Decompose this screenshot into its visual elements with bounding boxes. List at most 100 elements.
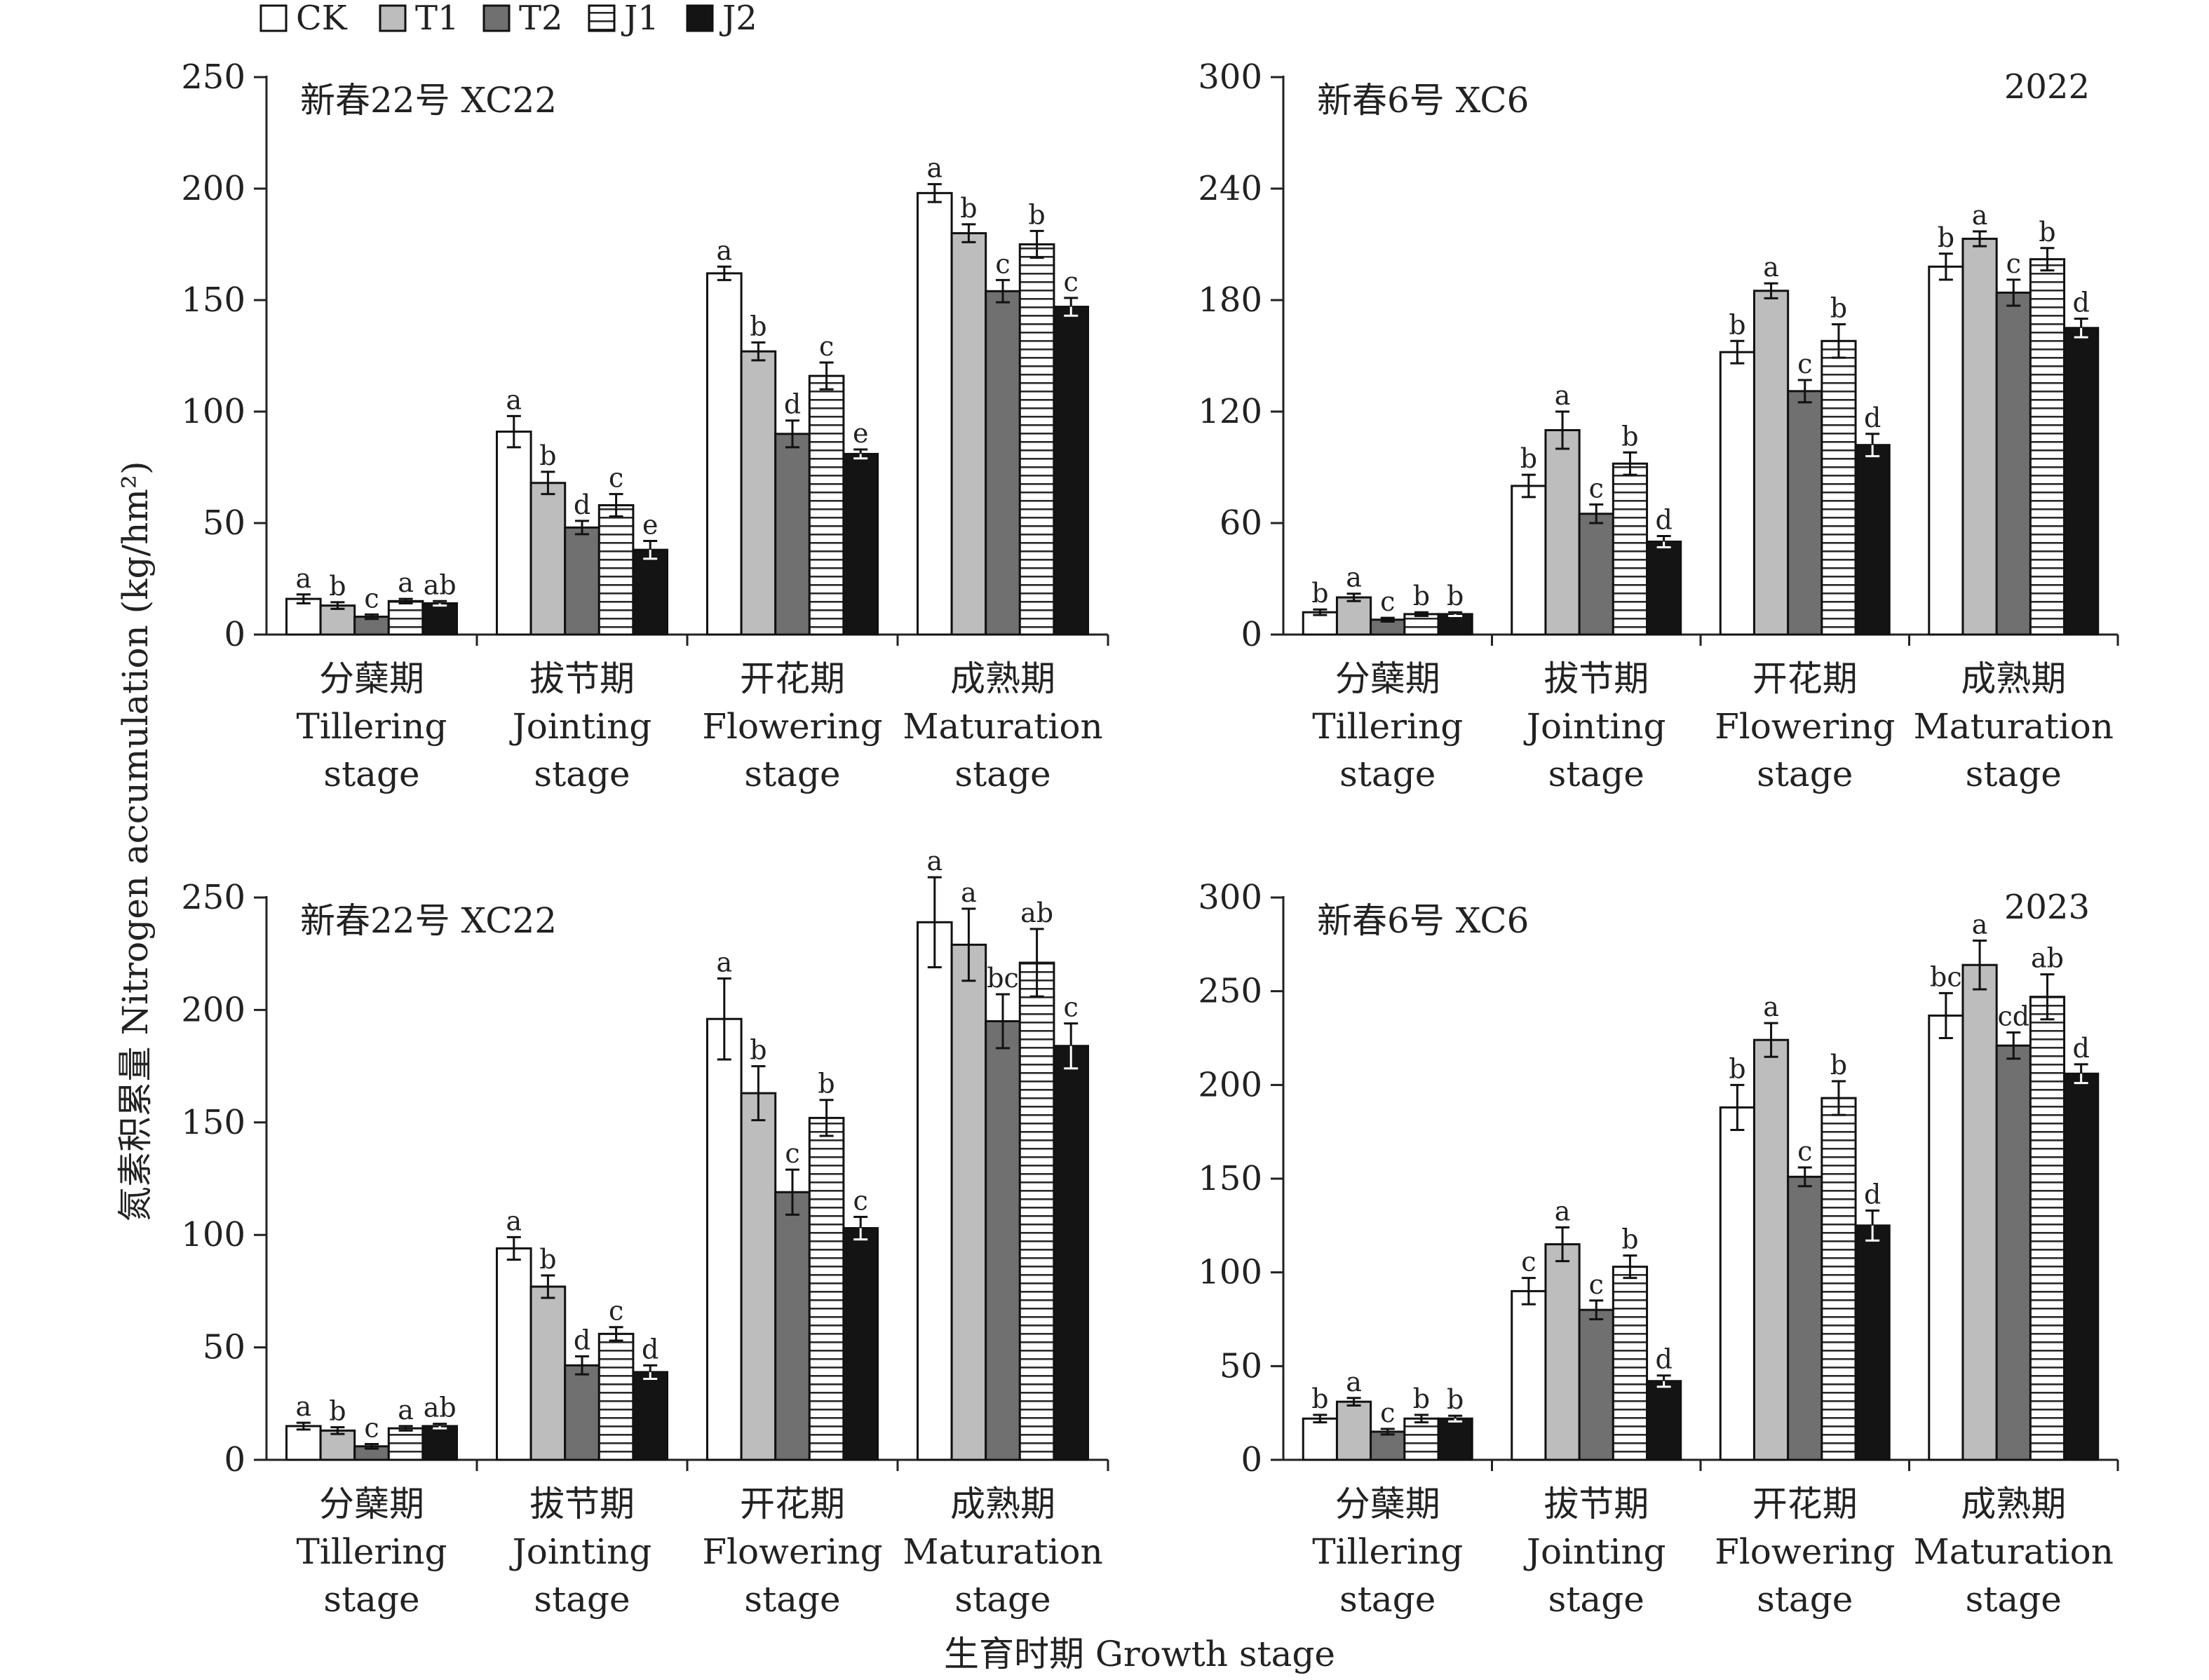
error-bar bbox=[819, 361, 834, 391]
x-category-label: 开花期 bbox=[740, 1484, 845, 1524]
bar-t2 bbox=[1787, 1175, 1823, 1461]
significance-letter: a bbox=[295, 563, 311, 594]
significance-letter: ab bbox=[1020, 897, 1053, 928]
x-category-label: stage bbox=[1757, 754, 1853, 794]
bar-j1 bbox=[387, 1427, 424, 1461]
bar-j1 bbox=[387, 599, 424, 636]
error-bar bbox=[609, 1326, 623, 1342]
bar-t1 bbox=[1752, 1038, 1790, 1461]
error-bar bbox=[2006, 1031, 2021, 1060]
bar-j2 bbox=[1646, 1380, 1682, 1461]
bar-ck bbox=[1511, 485, 1547, 636]
significance-letter: c bbox=[785, 1138, 799, 1169]
significance-letter: b bbox=[1447, 581, 1464, 611]
legend-item-t1: T1 bbox=[379, 0, 459, 38]
error-bar bbox=[819, 1099, 834, 1137]
legend-item-j2: J2 bbox=[686, 0, 757, 38]
error-bar bbox=[1380, 1428, 1395, 1436]
x-category-label: stage bbox=[1548, 754, 1644, 794]
significance-letter: b bbox=[1938, 222, 1954, 253]
bar-t2 bbox=[774, 433, 811, 636]
significance-letter: b bbox=[1729, 309, 1745, 340]
significance-letter: b bbox=[1311, 578, 1328, 609]
significance-letter: d bbox=[1655, 1344, 1672, 1375]
significance-letter: bc bbox=[1930, 961, 1962, 992]
panel-label: 新春6号 XC6 bbox=[1317, 900, 1529, 941]
error-bar-upper bbox=[1448, 611, 1463, 614]
bar-j2 bbox=[842, 1227, 879, 1461]
x-category-label: stage bbox=[1548, 1579, 1644, 1620]
y-tick-label: 120 bbox=[1198, 392, 1262, 431]
significance-letter: a bbox=[1763, 991, 1779, 1022]
legend-label-t1: T1 bbox=[415, 0, 459, 38]
x-category-label: stage bbox=[323, 754, 419, 794]
error-bar bbox=[1973, 230, 1987, 248]
error-bar bbox=[1938, 991, 1953, 1039]
error-bar bbox=[785, 419, 799, 449]
bar-j2 bbox=[632, 1371, 669, 1461]
significance-letter: c bbox=[1380, 586, 1395, 617]
bar-ck bbox=[917, 921, 953, 1461]
y-tick-label: 250 bbox=[181, 57, 245, 97]
x-category-label: 开花期 bbox=[740, 658, 845, 699]
significance-letter: c bbox=[609, 463, 623, 494]
x-category-label: Tillering bbox=[296, 706, 447, 747]
x-category-label: 成熟期 bbox=[950, 658, 1055, 699]
error-bar-upper bbox=[643, 1364, 658, 1372]
bar-t1 bbox=[1961, 963, 1998, 1461]
bar-t2 bbox=[985, 1019, 1021, 1461]
bar-j1 bbox=[2029, 996, 2066, 1461]
x-category-label: Flowering bbox=[702, 706, 882, 747]
significance-letter: b bbox=[1413, 1383, 1430, 1414]
x-category-label: stage bbox=[1339, 754, 1435, 794]
error-bar bbox=[996, 993, 1010, 1050]
error-bar bbox=[717, 977, 731, 1061]
x-category-label: Jointing bbox=[509, 706, 652, 747]
significance-letter: c bbox=[1589, 473, 1604, 504]
bar-t1 bbox=[1335, 596, 1372, 636]
significance-letter: c bbox=[1064, 992, 1079, 1023]
error-bar bbox=[1555, 1226, 1570, 1263]
error-bar-upper bbox=[1064, 297, 1079, 307]
error-bar bbox=[2006, 278, 2021, 307]
x-category-label: stage bbox=[1757, 1579, 1853, 1620]
error-bar bbox=[1831, 1080, 1846, 1116]
error-bar bbox=[1029, 928, 1044, 998]
error-bar bbox=[996, 278, 1010, 304]
significance-letter: c bbox=[609, 1296, 623, 1327]
error-bar bbox=[1521, 473, 1536, 499]
significance-letter: c bbox=[1380, 1397, 1395, 1428]
bar-ck bbox=[285, 1425, 322, 1461]
x-category-label: stage bbox=[534, 1579, 630, 1620]
error-bar bbox=[751, 341, 766, 362]
error-bar bbox=[1313, 1414, 1328, 1424]
legend-label-t2: T2 bbox=[519, 0, 563, 38]
x-category-label: Flowering bbox=[1715, 706, 1895, 747]
bar-j1 bbox=[597, 504, 635, 636]
legend-label-ck: CK bbox=[296, 0, 348, 38]
x-category-label: 成熟期 bbox=[950, 1484, 1055, 1524]
x-category-label: 开花期 bbox=[1752, 1484, 1858, 1524]
significance-letter: d bbox=[2072, 287, 2089, 318]
significance-letter: a bbox=[716, 235, 732, 266]
x-category-label: 成熟期 bbox=[1961, 1484, 2066, 1524]
x-category-label: 分蘖期 bbox=[1335, 1484, 1440, 1524]
bar-t2 bbox=[774, 1191, 811, 1461]
legend-item-t2: T2 bbox=[482, 0, 563, 38]
x-category-label: 拔节期 bbox=[529, 1484, 635, 1524]
x-category-label: Jointing bbox=[1523, 1531, 1666, 1572]
legend-item-ck: CK bbox=[259, 0, 348, 38]
x-category-label: Jointing bbox=[1523, 706, 1666, 747]
error-bar bbox=[1414, 1414, 1428, 1424]
significance-letter: c bbox=[819, 331, 834, 362]
significance-letter: b bbox=[818, 1069, 835, 1099]
error-bar bbox=[398, 597, 413, 604]
bar-t2 bbox=[1370, 1430, 1406, 1461]
significance-letter: c bbox=[364, 1413, 379, 1444]
error-bar bbox=[296, 593, 311, 604]
x-category-label: Jointing bbox=[509, 1531, 652, 1572]
error-bar bbox=[927, 183, 942, 203]
bar-j1 bbox=[1820, 1097, 1857, 1461]
